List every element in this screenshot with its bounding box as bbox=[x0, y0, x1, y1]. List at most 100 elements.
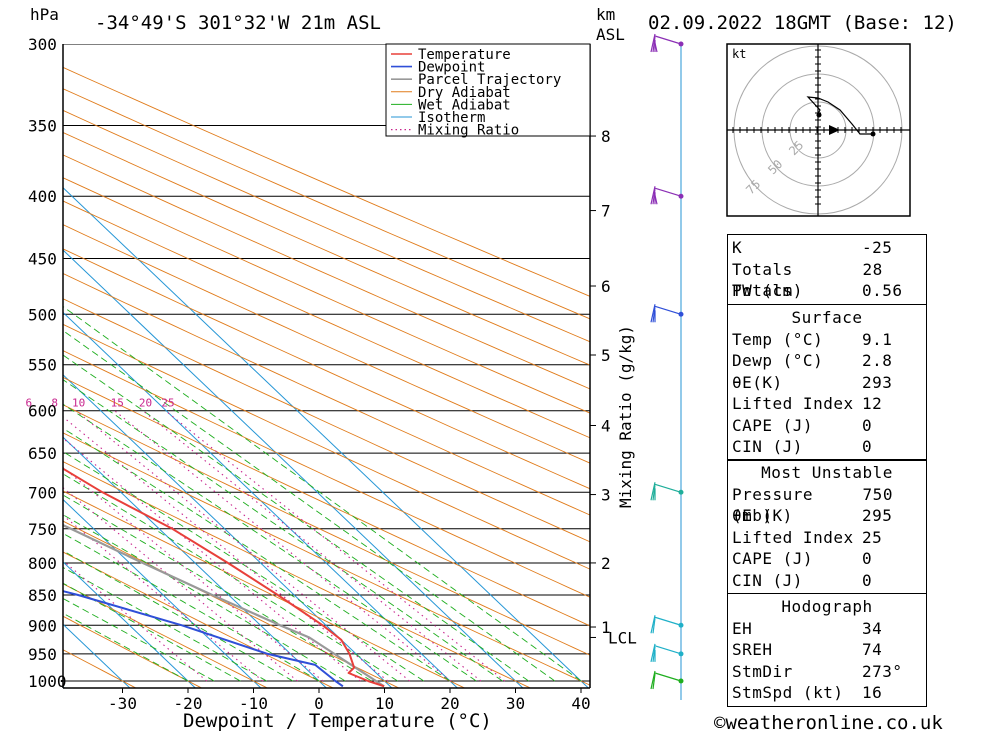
pressure-tick-label: 350 bbox=[28, 117, 57, 136]
pressure-tick-label: 950 bbox=[28, 645, 57, 664]
km-tick-label: 4 bbox=[601, 417, 611, 436]
index-name: StmSpd (kt) bbox=[732, 683, 844, 702]
km-tick-label: 1 bbox=[601, 618, 611, 637]
index-row: CIN (J) 0 bbox=[732, 436, 922, 458]
index-row: Lifted Index 25 bbox=[732, 527, 922, 549]
isotherm-line bbox=[0, 0, 19, 707]
wet-adiabat bbox=[63, 427, 451, 682]
index-row: PW (cm) 0.56 bbox=[732, 280, 922, 302]
dry-adiabat bbox=[63, 583, 269, 688]
index-name: K bbox=[732, 238, 743, 257]
pressure-tick-label: 400 bbox=[28, 187, 57, 206]
wet-adiabat bbox=[63, 379, 503, 682]
wet-adiabat bbox=[63, 330, 556, 682]
km-label: km bbox=[596, 5, 615, 24]
legend-entry: Mixing Ratio bbox=[418, 123, 519, 139]
wind-barb bbox=[652, 307, 656, 323]
grid-lines bbox=[0, 0, 590, 707]
index-name: CIN (J) bbox=[732, 437, 803, 456]
hodograph-point bbox=[870, 131, 876, 137]
index-value: -25 bbox=[862, 238, 893, 257]
index-value: 0.56 bbox=[862, 281, 903, 300]
index-value: 0 bbox=[862, 549, 873, 568]
index-name: Temp (°C) bbox=[732, 329, 824, 349]
km-tick-label: 7 bbox=[601, 202, 611, 221]
temp-tick-label: 20 bbox=[440, 694, 459, 713]
storm-motion-arrow bbox=[829, 125, 840, 135]
mixing-ratio-label: 25 bbox=[161, 397, 174, 410]
wind-barb bbox=[650, 186, 656, 205]
temp-tick-label: 10 bbox=[375, 694, 394, 713]
index-hodograph: Hodograph EH 34 SREH 74 StmDir 273° StmSpd (kt)… bbox=[727, 593, 927, 707]
index-value: 0 bbox=[862, 437, 873, 456]
index-name: θE (K) bbox=[732, 506, 793, 525]
wind-barb bbox=[650, 670, 656, 690]
mixing-ratio-line bbox=[165, 410, 506, 682]
pressure-tick-label: 550 bbox=[28, 356, 57, 375]
hpa-label: hPa bbox=[30, 5, 59, 24]
index-section-title: Surface bbox=[791, 308, 863, 327]
temp-tick-label: 40 bbox=[571, 694, 590, 713]
index-row: Totals Totals 28 bbox=[732, 259, 922, 301]
wet-adiabat bbox=[63, 514, 346, 682]
wind-barb bbox=[652, 36, 656, 53]
wet-adiabat bbox=[63, 597, 215, 682]
temperature-line bbox=[63, 467, 385, 688]
km-tick-label: 6 bbox=[601, 277, 611, 296]
wind-barb bbox=[654, 42, 658, 53]
index-row: Temp (°C) 9.1 bbox=[732, 329, 922, 351]
legend-entry: Parcel Trajectory bbox=[418, 72, 561, 88]
isotherm-line bbox=[63, 374, 393, 688]
wind-barb bbox=[650, 615, 656, 634]
index-value: 273° bbox=[862, 661, 903, 681]
pressure-tick-label: 300 bbox=[28, 35, 57, 54]
index-value: 25 bbox=[862, 527, 883, 547]
index-value: 295 bbox=[862, 506, 893, 525]
index-row: Lifted Index 12 bbox=[732, 393, 922, 415]
index-value: 34 bbox=[862, 618, 883, 638]
mixing-ratio-line bbox=[75, 410, 411, 682]
index-row: EH 34 bbox=[732, 618, 922, 640]
dry-adiabat bbox=[63, 177, 590, 414]
index-value: 16 bbox=[862, 683, 883, 702]
legend-entry: Temperature bbox=[418, 47, 511, 63]
isotherm-line bbox=[63, 249, 524, 688]
dry-adiabat bbox=[63, 432, 590, 686]
parcel-trajectory-line bbox=[63, 523, 385, 688]
wind-barb bbox=[650, 643, 656, 662]
index-name: Dewp (°C) bbox=[732, 351, 824, 370]
wind-barb-staff bbox=[654, 483, 682, 493]
index-most-unstable: Most Unstable Pressure (mb) 750 θE (K) 295 Li… bbox=[727, 459, 927, 594]
wet-adiabat bbox=[63, 612, 189, 682]
pressure-tick-label: 650 bbox=[28, 444, 57, 463]
dry-adiabat bbox=[63, 248, 590, 490]
plot-frame bbox=[62, 44, 591, 689]
datetime-title: 02.09.2022 18GMT (Base: 12) bbox=[648, 12, 957, 34]
wind-barb bbox=[652, 673, 656, 690]
km-tick-label: 5 bbox=[601, 346, 611, 365]
wind-barb bbox=[650, 304, 656, 323]
wet-adiabat bbox=[63, 582, 241, 682]
wet-adiabat bbox=[63, 566, 267, 682]
pressure-tick-label: 500 bbox=[28, 305, 57, 324]
legend-entry: Isotherm bbox=[418, 110, 485, 126]
wet-adiabat bbox=[63, 403, 477, 682]
isotherm-line bbox=[63, 561, 197, 688]
hodograph-point bbox=[816, 112, 822, 118]
isotherm-line bbox=[63, 623, 131, 688]
isotherm-line bbox=[63, 436, 328, 688]
index-value: 293 bbox=[862, 372, 893, 392]
legend-entry: Dewpoint bbox=[418, 60, 485, 76]
dry-adiabat bbox=[63, 323, 590, 570]
index-value: 74 bbox=[862, 640, 883, 659]
mixing-ratio-label: 8 bbox=[51, 397, 58, 410]
index-value: 2.8 bbox=[862, 351, 893, 370]
km-tick-label: 8 bbox=[601, 127, 611, 146]
index-surface: Surface Temp (°C) 9.1 Dewp (°C) 2.8 θE(K) 293 L… bbox=[727, 304, 927, 461]
index-row: CAPE (J) 0 bbox=[732, 415, 922, 437]
index-value: 0 bbox=[862, 415, 873, 435]
mixing-ratio-label: 15 bbox=[111, 397, 124, 410]
legend-entry: Dry Adiabat bbox=[418, 85, 511, 101]
